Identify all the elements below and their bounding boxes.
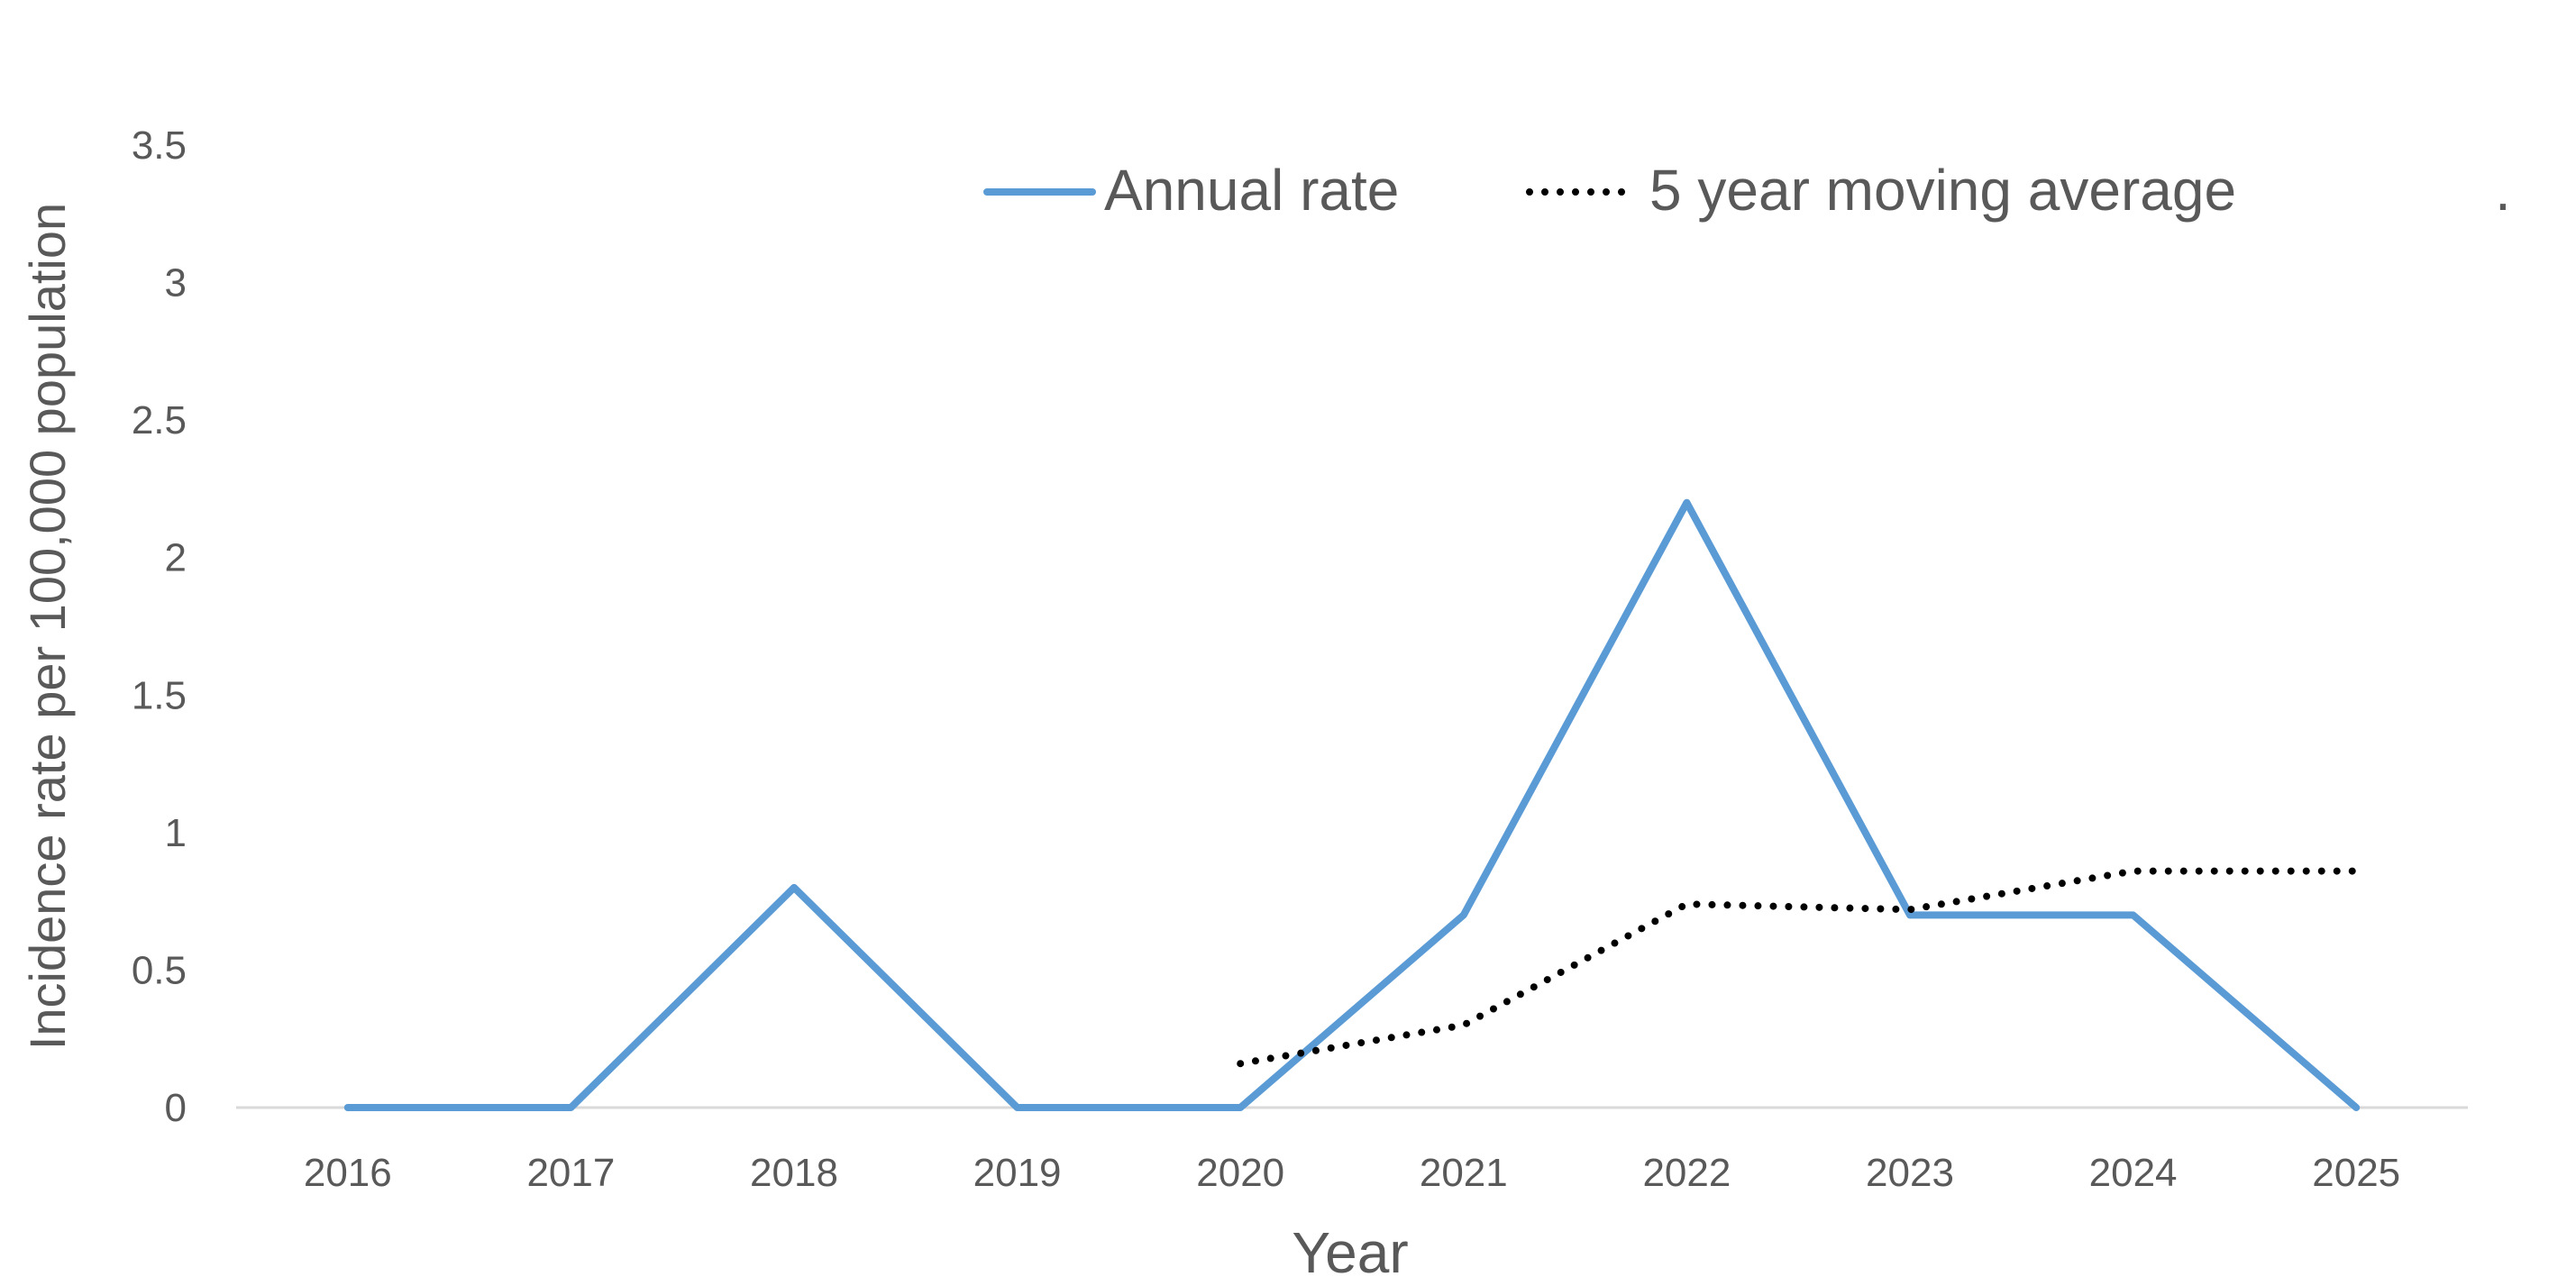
x-tick-label: 2024 [2089,1151,2178,1195]
x-tick-label: 2025 [2312,1151,2400,1195]
y-axis-ticks: 0 0.5 1 1.5 2 2.5 3 3.5 [132,123,187,1130]
moving-average-point [2132,870,2135,873]
annual-rate-point [1908,913,1912,917]
annual-rate-point [1016,1106,1019,1109]
series-line-moving-average [1237,867,2361,1068]
x-tick-label: 2021 [1420,1151,1508,1195]
y-tick-label: 1.5 [132,673,187,717]
y-tick-label: 3.5 [132,123,187,168]
annual-rate-point [792,886,796,889]
annual-rate-point [346,1106,350,1109]
x-tick-label: 2016 [304,1151,392,1195]
x-tick-label: 2017 [526,1151,615,1195]
x-axis-title: Year [1292,1220,1408,1285]
y-tick-label: 0 [165,1086,187,1130]
legend-trailing-mark: . [2495,158,2511,223]
moving-average-point [1908,907,1912,911]
x-axis-ticks: 2016 2017 2018 2019 2020 2021 2022 2023 2024 2025 [304,1151,2400,1195]
y-axis-title: Incidence rate per 100,000 population [19,203,76,1050]
x-tick-label: 2022 [1642,1151,1731,1195]
y-tick-label: 1 [165,811,187,855]
y-tick-label: 2.5 [132,398,187,442]
y-tick-label: 3 [165,261,187,306]
legend-label-moving-average: 5 year moving average [1649,158,2236,223]
moving-average-point [1462,1024,1466,1027]
y-tick-label: 2 [165,536,187,580]
x-tick-label: 2018 [750,1151,838,1195]
annual-rate-point [2354,1106,2358,1109]
legend-label-annual-rate: Annual rate [1104,158,1399,223]
moving-average-point [1238,1062,1242,1065]
annual-rate-point [569,1106,572,1109]
annual-rate-point [1238,1106,1242,1109]
x-tick-label: 2019 [973,1151,1062,1195]
x-tick-label: 2020 [1196,1151,1284,1195]
y-tick-label: 0.5 [132,948,187,992]
annual-rate-point [2132,913,2135,917]
annual-rate-point [1685,501,1688,505]
series-line-annual-rate [343,498,2361,1111]
x-tick-label: 2023 [1866,1151,1954,1195]
legend: Annual rate 5 year moving average . [983,158,2511,223]
series-layer [343,498,2361,1111]
annual-rate-point [1462,913,1466,917]
moving-average-point [2354,870,2358,873]
moving-average-point [1685,902,1688,906]
